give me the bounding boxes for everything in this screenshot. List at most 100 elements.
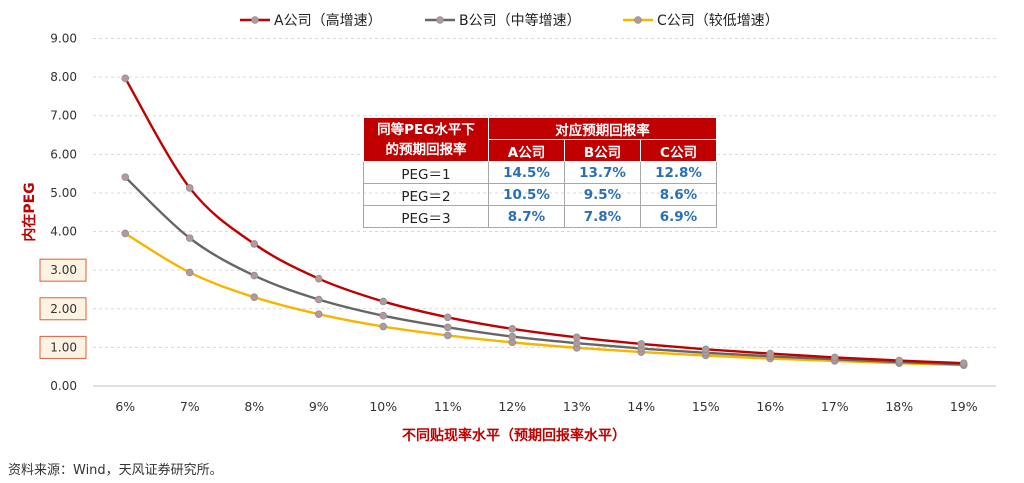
y-tick-label: 4.00 <box>50 225 77 239</box>
x-tick-label: 16% <box>756 399 784 414</box>
data-point <box>121 74 130 83</box>
table-row: PEG＝3 8.7% 7.8% 6.9% <box>363 205 717 228</box>
y-tick-label: 5.00 <box>50 186 77 200</box>
series-layer <box>121 74 968 369</box>
x-tick-label: 17% <box>821 399 849 414</box>
data-point <box>637 340 646 348</box>
data-point <box>185 234 194 242</box>
data-point <box>379 297 388 306</box>
peg-return-table: 同等PEG水平下 的预期回报率 对应预期回报率 A公司 B公司 C公司 PEG＝… <box>363 117 717 228</box>
table-cell-c: 8.6% <box>640 183 717 206</box>
data-point <box>443 313 452 322</box>
data-point <box>443 323 452 332</box>
data-point <box>443 331 452 340</box>
data-point <box>250 293 259 301</box>
x-tick-label: 15% <box>692 399 720 414</box>
data-point <box>508 332 517 341</box>
table-row: PEG＝1 14.5% 13.7% 12.8% <box>363 161 717 184</box>
x-tick-label: 8% <box>244 399 264 414</box>
x-tick-label: 18% <box>885 399 913 414</box>
data-point <box>314 310 323 318</box>
y-tick-label: 3.00 <box>50 263 77 277</box>
legend-item: B公司（中等增速） <box>425 12 581 29</box>
table-header-group: 对应预期回报率 <box>488 117 717 140</box>
x-tick-label: 6% <box>115 399 135 414</box>
legend-marker <box>251 16 259 24</box>
data-point <box>250 240 259 248</box>
tick-highlight-box <box>39 297 87 321</box>
y-tick-label: 8.00 <box>50 70 77 84</box>
table-header-row: 同等PEG水平下 的预期回报率 对应预期回报率 <box>363 117 717 162</box>
table-cell-a: 10.5% <box>488 183 565 206</box>
table-row-label: PEG＝2 <box>363 183 489 206</box>
table-cell-b: 7.8% <box>564 205 641 228</box>
y-axis-title: 内在PEG <box>21 182 38 241</box>
x-tick-label: 9% <box>309 399 329 414</box>
x-tick-label: 14% <box>627 399 655 414</box>
x-axis-title: 不同贴现率水平（预期回报率水平） <box>402 427 626 444</box>
y-tick-label: 0.00 <box>50 379 77 393</box>
x-tick-label: 11% <box>434 399 462 414</box>
data-point <box>314 295 323 304</box>
table-header-left: 同等PEG水平下 的预期回报率 <box>363 117 489 162</box>
x-tick-label: 7% <box>180 399 200 414</box>
legend: A公司（高增速） B公司（中等增速） C公司（较低增速） <box>240 12 779 29</box>
data-point <box>572 333 581 342</box>
legend-marker <box>436 16 444 24</box>
legend-item: C公司（较低增速） <box>623 13 779 29</box>
table-cell-b: 13.7% <box>564 161 641 184</box>
table-row-label: PEG＝3 <box>363 205 489 228</box>
legend-label: A公司（高增速） <box>274 12 382 29</box>
x-tick-label: 12% <box>498 399 526 414</box>
table-cell-a: 14.5% <box>488 161 565 184</box>
data-point <box>830 353 839 362</box>
table-header-left-line2: 的预期回报率 <box>385 141 467 158</box>
table-col-c: C公司 <box>640 139 717 162</box>
data-point <box>766 349 775 358</box>
table-cell-c: 12.8% <box>640 161 717 184</box>
table-col-b: B公司 <box>564 139 641 162</box>
x-tick-label: 13% <box>563 399 591 414</box>
legend-label: C公司（较低增速） <box>657 13 779 29</box>
table-col-a: A公司 <box>488 139 565 162</box>
tick-highlight-box <box>39 258 87 282</box>
table-header-left-line1: 同等PEG水平下 <box>377 121 475 138</box>
series-1 <box>121 74 968 368</box>
table-cell-b: 9.5% <box>564 183 641 206</box>
data-point <box>314 274 323 283</box>
x-tick-label: 19% <box>950 399 978 414</box>
series-line <box>124 232 964 367</box>
data-point <box>379 322 388 331</box>
x-axis-ticks: 6% 7% 8% 9% 10% 11% 12% 13% 14% 15% 16% 17% 18% 19% <box>115 399 977 414</box>
y-tick-label: 2.00 <box>50 302 77 316</box>
legend-marker <box>634 16 642 24</box>
data-point <box>185 184 194 192</box>
y-tick-label: 1.00 <box>50 340 77 354</box>
highlighted-tick-boxes <box>39 258 87 359</box>
y-axis-ticks: 0.00 1.00 2.00 3.00 4.00 5.00 6.00 7.00 8.00 9.00 <box>50 32 77 394</box>
y-tick-label: 7.00 <box>50 109 77 123</box>
legend-item: A公司（高增速） <box>240 12 382 29</box>
data-point <box>895 356 904 365</box>
table-row-label: PEG＝1 <box>363 161 489 184</box>
data-point <box>121 229 130 238</box>
table-cell-a: 8.7% <box>488 205 565 228</box>
table-row: PEG＝2 10.5% 9.5% 8.6% <box>363 183 717 206</box>
y-tick-label: 6.00 <box>50 147 77 161</box>
table-subheader-row: A公司 B公司 C公司 <box>364 139 717 162</box>
data-point <box>379 311 388 320</box>
data-point <box>959 359 968 368</box>
data-point <box>121 173 130 181</box>
y-tick-label: 9.00 <box>50 32 77 46</box>
x-tick-label: 10% <box>369 399 397 414</box>
data-point <box>185 268 194 277</box>
source-note: 资料来源：Wind，天风证券研究所。 <box>8 462 223 478</box>
data-point <box>250 271 259 280</box>
tick-highlight-box <box>39 335 87 359</box>
series-line <box>124 77 964 365</box>
data-point <box>508 325 517 333</box>
legend-label: B公司（中等增速） <box>459 12 581 29</box>
data-point <box>701 345 710 354</box>
table-cell-c: 6.9% <box>640 205 717 228</box>
